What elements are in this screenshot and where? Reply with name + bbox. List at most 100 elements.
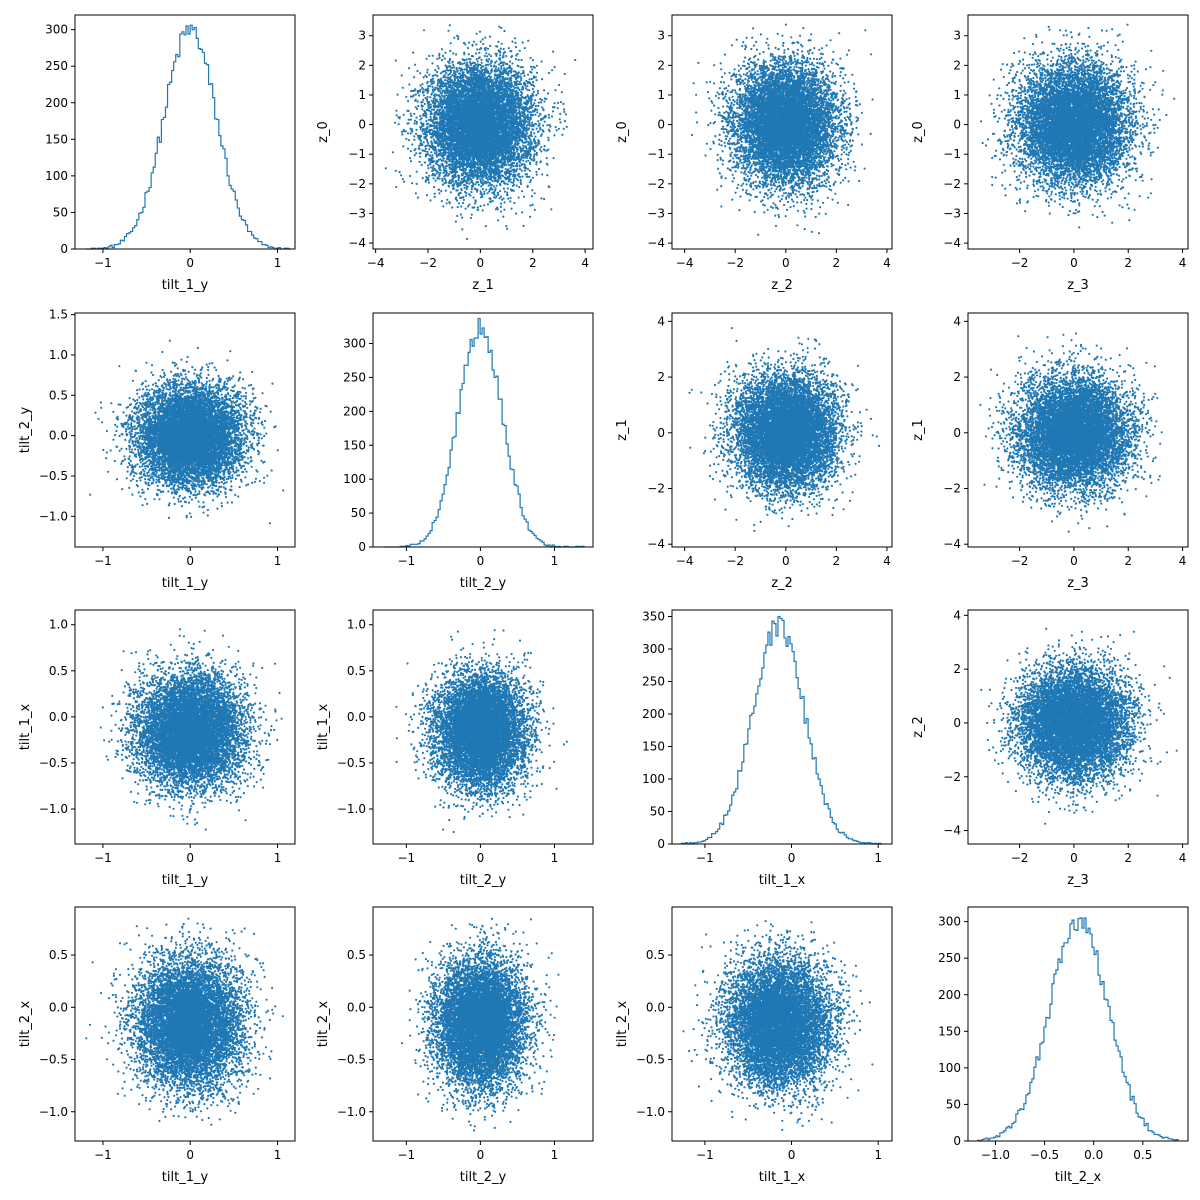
y-tick-label: −0.5 xyxy=(337,756,366,770)
y-tick-label: 2 xyxy=(657,58,665,72)
y-tick-label: −0.5 xyxy=(39,756,68,770)
y-tick-label: −4 xyxy=(943,824,961,838)
histogram-steps xyxy=(85,24,291,250)
axes-frame xyxy=(967,312,1189,548)
y-axis-label: tilt_2_x xyxy=(316,1001,331,1048)
x-tick-label: 0 xyxy=(186,1148,194,1162)
x-axis-label: tilt_1_y xyxy=(162,873,209,888)
y-axis-label: z_0 xyxy=(615,121,630,143)
x-axis-label: tilt_1_x xyxy=(759,873,806,888)
x-axis-label: tilt_1_x xyxy=(759,1170,806,1185)
x-tick-label: −1 xyxy=(94,256,112,270)
y-tick-label: 0 xyxy=(657,118,665,132)
y-tick-label: −2 xyxy=(943,770,961,784)
y-tick-label: −4 xyxy=(943,537,961,551)
y-tick-label: −1.0 xyxy=(337,802,366,816)
y-axis-label: tilt_2_y xyxy=(18,407,33,454)
x-tick-label: 0 xyxy=(186,256,194,270)
histogram-steps xyxy=(384,317,585,548)
x-axis-label: z_3 xyxy=(1067,278,1089,293)
x-tick-label: 1 xyxy=(274,256,282,270)
axes-frame xyxy=(967,14,1189,250)
x-tick-label: −2 xyxy=(726,554,744,568)
y-tick-label: 0 xyxy=(657,837,665,851)
y-tick-label: 3 xyxy=(953,29,961,43)
y-tick-label: −2 xyxy=(647,177,665,191)
y-tick-label: 4 xyxy=(657,314,665,328)
x-tick-label: 1 xyxy=(551,851,559,865)
subplot-3-0: −1 0 1 −1.0 −0.5 0.0 0.5 tilt_1_y tilt_2_x xyxy=(18,906,296,1185)
subplot-3-2: −1 0 1 −1.0 −0.5 0.0 0.5 tilt_1_x tilt_2_x xyxy=(615,906,893,1185)
x-axis-label: tilt_2_y xyxy=(460,576,507,591)
x-tick-label: 0 xyxy=(782,554,790,568)
y-tick-label: 300 xyxy=(642,642,665,656)
y-tick-label: 350 xyxy=(642,610,665,624)
subplot-2-2: −1 0 1 0 50 100 150 200 250 300 350 tilt_1_x xyxy=(642,609,893,888)
y-tick-label: 0 xyxy=(657,426,665,440)
x-tick-label: −2 xyxy=(726,256,744,270)
y-tick-label: 1.0 xyxy=(49,618,68,632)
y-tick-label: −2 xyxy=(943,177,961,191)
x-tick-label: −4 xyxy=(676,554,694,568)
subplot-1-0: −1 0 1 −1.0 −0.5 0.0 0.5 1.0 1.5 tilt_1_y tilt_2_y xyxy=(18,308,296,591)
y-tick-label: 1 xyxy=(358,88,366,102)
scatter-points xyxy=(400,917,560,1132)
subplot-0-3: −2 0 2 4 −4 −3 −2 −1 0 1 2 3 z_3 z_0 xyxy=(911,14,1189,293)
x-tick-label: −1 xyxy=(696,851,714,865)
scatter-points xyxy=(688,327,881,532)
y-tick-label: −1.0 xyxy=(39,509,68,523)
y-tick-label: 1 xyxy=(953,88,961,102)
x-tick-label: 1 xyxy=(551,554,559,568)
x-axis-label: tilt_1_y xyxy=(162,1170,209,1185)
y-tick-label: 50 xyxy=(53,205,68,219)
x-tick-label: −1 xyxy=(94,554,112,568)
y-tick-label: 50 xyxy=(650,805,665,819)
y-tick-label: 0 xyxy=(953,118,961,132)
y-tick-label: 250 xyxy=(938,951,961,965)
y-tick-label: −1 xyxy=(647,147,665,161)
x-axis-label: z_2 xyxy=(771,576,793,591)
y-tick-label: −4 xyxy=(348,236,366,250)
x-tick-label: 1 xyxy=(874,1148,882,1162)
y-tick-label: −1 xyxy=(348,147,366,161)
y-tick-label: 0.5 xyxy=(49,948,68,962)
x-tick-label: −1 xyxy=(94,851,112,865)
y-tick-label: 0.5 xyxy=(646,948,665,962)
y-tick-label: 4 xyxy=(953,314,961,328)
axes-frame xyxy=(967,609,1189,845)
x-tick-label: 0 xyxy=(477,554,485,568)
axes-frame xyxy=(74,609,296,845)
y-tick-label: 300 xyxy=(45,23,68,37)
y-tick-label: 1 xyxy=(657,88,665,102)
axes-frame xyxy=(967,906,1189,1142)
x-tick-label: 4 xyxy=(1179,554,1187,568)
y-tick-label: 2 xyxy=(953,58,961,72)
y-tick-label: 300 xyxy=(938,915,961,929)
histogram-steps xyxy=(680,615,883,845)
axes-frame xyxy=(671,906,893,1142)
y-tick-label: −3 xyxy=(348,206,366,220)
y-tick-label: 0 xyxy=(60,242,68,256)
x-tick-label: 1 xyxy=(274,554,282,568)
subplot-0-2: −4 −2 0 2 4 −4 −3 −2 −1 0 1 2 3 z_2 z_0 xyxy=(615,14,893,293)
axes-frame xyxy=(372,906,594,1142)
x-axis-label: z_1 xyxy=(472,278,494,293)
y-tick-label: −1.0 xyxy=(39,1105,68,1119)
y-tick-label: −4 xyxy=(647,537,665,551)
x-axis-label: z_2 xyxy=(771,278,793,293)
y-tick-label: 150 xyxy=(642,740,665,754)
y-tick-label: −3 xyxy=(943,206,961,220)
scatter-points xyxy=(690,23,874,236)
y-tick-label: 0.5 xyxy=(347,948,366,962)
y-tick-label: 1.5 xyxy=(49,308,68,322)
x-tick-label: 4 xyxy=(1179,256,1187,270)
x-axis-label: z_3 xyxy=(1067,576,1089,591)
x-tick-label: −1 xyxy=(696,1148,714,1162)
x-tick-label: 0 xyxy=(477,851,485,865)
x-tick-label: 2 xyxy=(1124,851,1132,865)
y-tick-label: −3 xyxy=(647,206,665,220)
x-axis-label: tilt_2_y xyxy=(460,873,507,888)
y-tick-label: 4 xyxy=(953,608,961,622)
x-tick-label: −1.0 xyxy=(981,1148,1010,1162)
